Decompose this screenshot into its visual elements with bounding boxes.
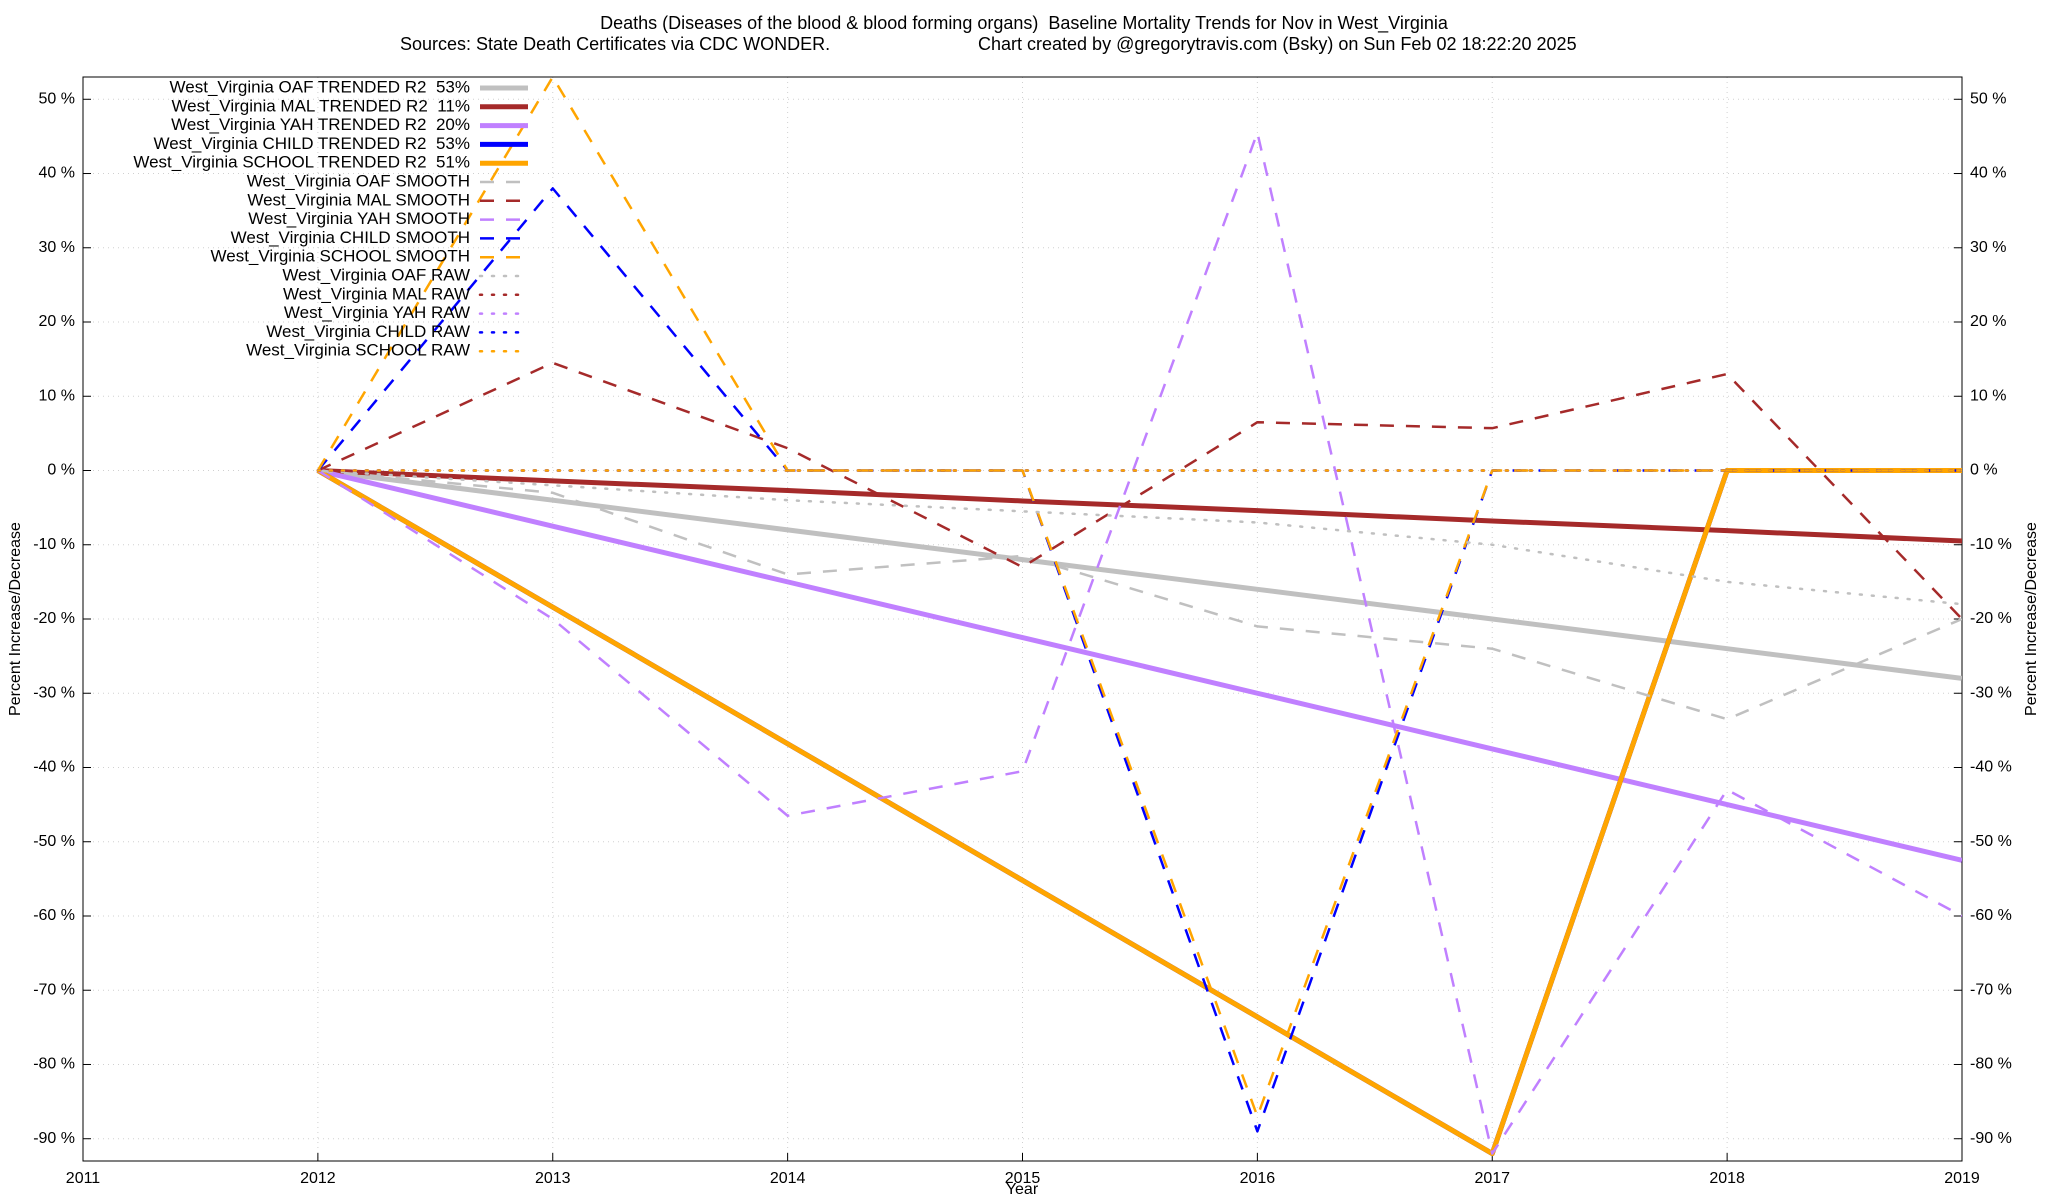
legend-label: West_Virginia SCHOOL TRENDED R2 51%	[133, 153, 470, 172]
legend-label: West_Virginia CHILD TRENDED R2 53%	[153, 134, 470, 153]
legend-label: West_Virginia OAF TRENDED R2 53%	[170, 77, 470, 96]
series-line	[317, 469, 1962, 721]
y-tick-label: 40 %	[39, 165, 75, 182]
x-tick-label: 2011	[66, 1170, 101, 1187]
y-tick-label: -30 %	[33, 684, 75, 701]
legend-label: West_Virginia YAH RAW	[284, 303, 470, 322]
y2-axis-label: Percent Increase/Decrease	[2023, 522, 2040, 716]
y-tick-label: -90 %	[33, 1130, 75, 1147]
y2-tick-label: -30 %	[1970, 684, 2012, 701]
series-line	[317, 131, 1962, 1155]
y-tick-label: 50 %	[39, 90, 75, 107]
series-line	[317, 361, 1962, 620]
y2-tick-label: 40 %	[1970, 165, 2006, 182]
x-axis-label: Year	[1006, 1181, 1039, 1198]
legend-label: West_Virginia OAF RAW	[282, 265, 470, 284]
y2-tick-label: -40 %	[1970, 759, 2012, 776]
y-tick-label: 20 %	[39, 313, 75, 330]
chart-subtitle: Sources: State Death Certificates via CD…	[400, 34, 830, 54]
legend-label: West_Virginia MAL TRENDED R2 11%	[171, 96, 470, 115]
plot-lines	[316, 77, 1962, 1157]
legend-label: West_Virginia CHILD RAW	[266, 322, 470, 341]
y2-tick-label: -80 %	[1970, 1056, 2012, 1073]
y-tick-label: 30 %	[39, 239, 75, 256]
series-line	[317, 468, 1962, 681]
y2-tick-label: 30 %	[1970, 239, 2006, 256]
series-line	[316, 77, 1962, 1118]
x-tick-label: 2019	[1944, 1170, 1980, 1187]
y-tick-label: -10 %	[33, 536, 75, 553]
x-tick-label: 2018	[1709, 1170, 1745, 1187]
x-tick-label: 2012	[300, 1170, 336, 1187]
y2-tick-label: 50 %	[1970, 90, 2006, 107]
y2-tick-label: -20 %	[1970, 610, 2012, 627]
legend-label: West_Virginia OAF SMOOTH	[247, 171, 470, 190]
y2-tick-label: 20 %	[1970, 313, 2006, 330]
y-tick-label: 0 %	[47, 462, 75, 479]
series-line	[316, 469, 1962, 606]
legend-label: West_Virginia MAL SMOOTH	[247, 190, 470, 209]
series-line	[317, 468, 1962, 544]
y2-tick-label: 0 %	[1970, 462, 1998, 479]
legend-label: West_Virginia CHILD SMOOTH	[231, 228, 470, 247]
legend-label: West_Virginia YAH TRENDED R2 20%	[171, 115, 470, 134]
y-tick-label: -60 %	[33, 907, 75, 924]
y-tick-label: 10 %	[39, 387, 75, 404]
y2-tick-label: 10 %	[1970, 387, 2006, 404]
legend-label: West_Virginia SCHOOL SMOOTH	[211, 247, 470, 266]
series-line	[316, 468, 1962, 1157]
legend-label: West_Virginia YAH SMOOTH	[248, 209, 470, 228]
y-tick-label: -70 %	[33, 981, 75, 998]
y2-tick-label: -90 %	[1970, 1130, 2012, 1147]
series-line	[316, 187, 1962, 1133]
y-tick-label: -50 %	[33, 833, 75, 850]
x-tick-label: 2015	[1005, 1170, 1041, 1187]
x-tick-label: 2017	[1474, 1170, 1510, 1187]
y2-tick-label: -70 %	[1970, 981, 2012, 998]
x-tick-label: 2013	[535, 1170, 571, 1187]
y-tick-label: -80 %	[33, 1056, 75, 1073]
x-tick-label: 2014	[770, 1170, 806, 1187]
legend-label: West_Virginia SCHOOL RAW	[246, 341, 470, 360]
chart-credit: Chart created by @gregorytravis.com (Bsk…	[978, 34, 1577, 54]
y-axis-label: Percent Increase/Decrease	[7, 522, 24, 716]
chart-title: Deaths (Diseases of the blood & blood fo…	[600, 13, 1449, 34]
y2-tick-label: -50 %	[1970, 833, 2012, 850]
y2-tick-label: -60 %	[1970, 907, 2012, 924]
legend-label: West_Virginia MAL RAW	[283, 284, 470, 303]
x-tick-label: 2016	[1240, 1170, 1276, 1187]
y-tick-label: -20 %	[33, 610, 75, 627]
y2-tick-label: -10 %	[1970, 536, 2012, 553]
series-line	[317, 468, 1962, 863]
y-tick-label: -40 %	[33, 759, 75, 776]
